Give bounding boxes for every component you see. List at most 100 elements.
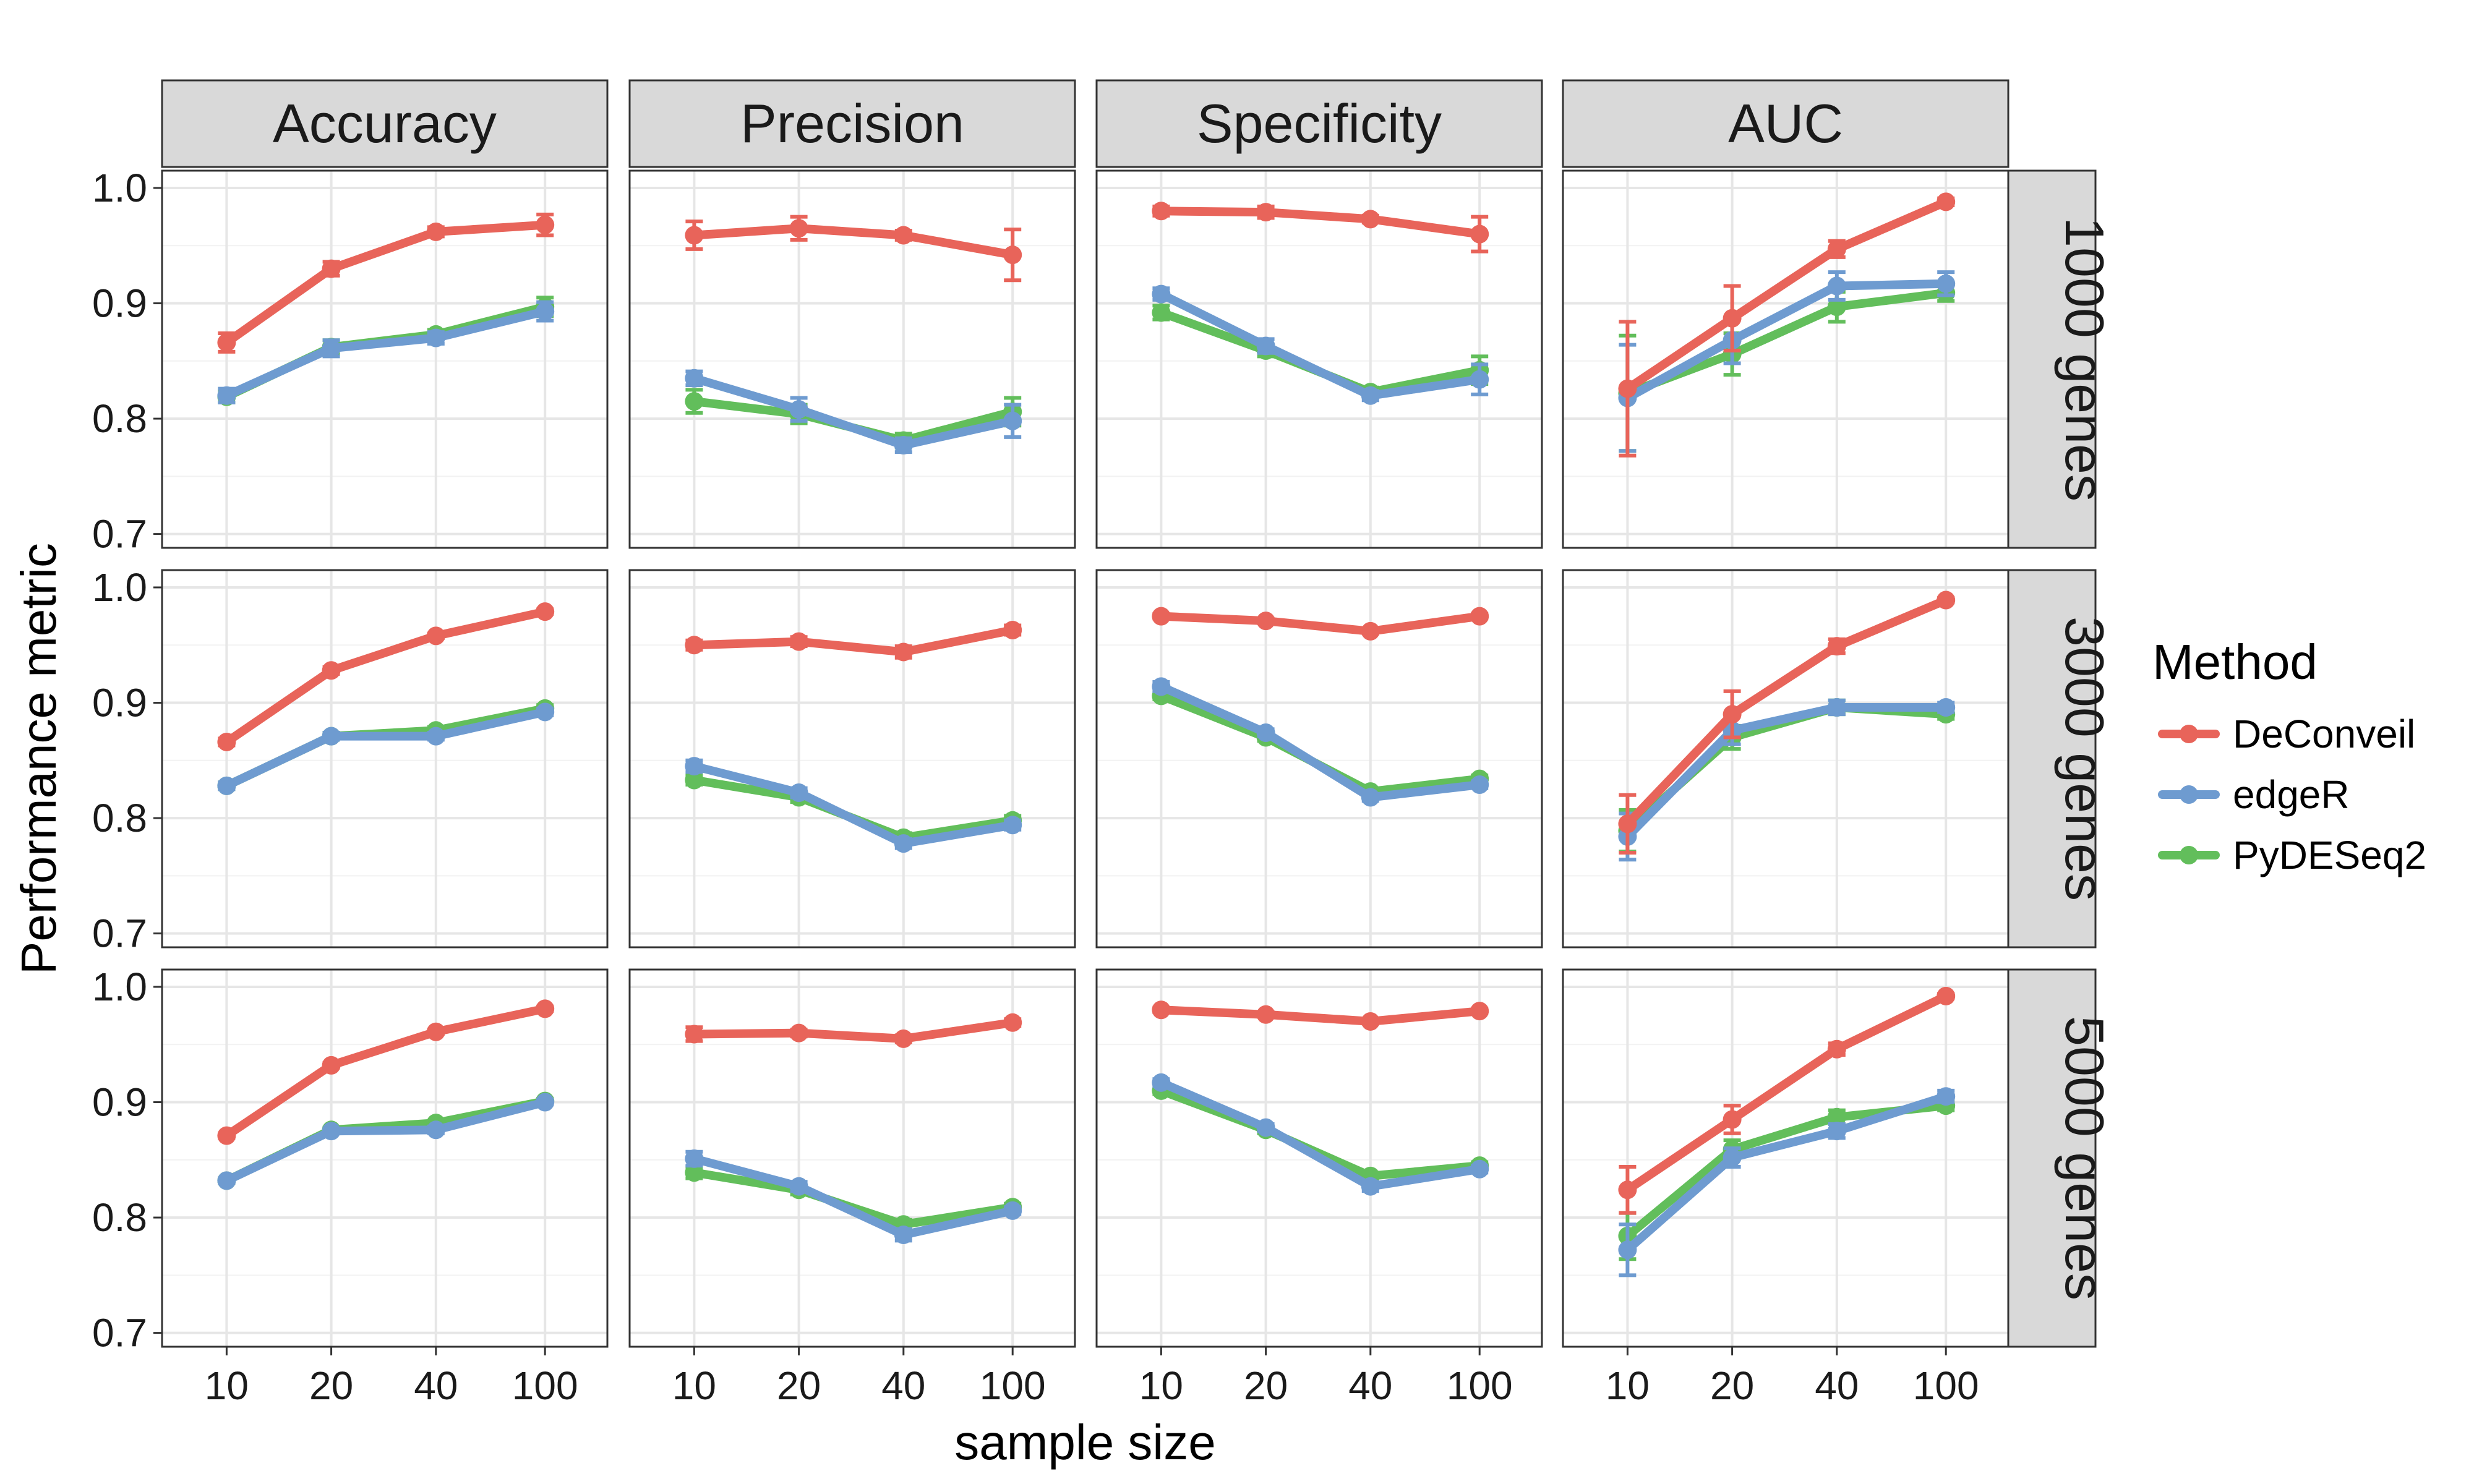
data-point [1827,697,1846,717]
series-deconveil [1152,607,1489,641]
strip-background [1562,79,2010,168]
data-point [322,1122,341,1141]
y-tick-label: 0.8 [92,796,147,840]
data-point [1361,1177,1380,1196]
panel-background [1563,970,2008,1347]
data-point [1470,607,1489,626]
panel-1000-genes-auc [1562,169,2010,549]
data-point [1618,1240,1637,1260]
series-line [690,373,1017,450]
series-edger [1618,1087,1956,1277]
x-tick-label: 10 [205,1363,249,1408]
data-point [894,834,913,853]
x-tick-label: 20 [309,1363,353,1408]
x-tick-label: 100 [1447,1363,1513,1408]
panel-5000-genes-precision [628,968,1076,1348]
x-tick-label: 100 [980,1363,1046,1408]
series-edger [217,1093,555,1190]
data-point [1361,788,1380,807]
series-line [690,762,1017,848]
legend-swatch-point [2180,785,2198,804]
panel-border [1562,169,2010,549]
panel-5000-genes-accuracy [161,968,609,1348]
strip-specificity: Specificity [1095,79,1543,168]
data-point [426,328,445,348]
series-line [690,626,1017,657]
data-point [1470,775,1489,794]
panel-border [161,968,609,1348]
data-point [789,219,808,238]
data-point [1827,297,1846,317]
data-point [1470,370,1489,389]
series-edger [685,369,1022,454]
data-point [685,1025,704,1044]
series-deconveil [217,602,555,751]
data-point [685,226,704,245]
strip-background [1998,569,2097,949]
panel-5000-genes-specificity [1095,968,1543,1348]
data-point [1827,239,1846,258]
data-point [1470,1159,1489,1179]
data-point [1723,309,1742,328]
panel-1000-genes-specificity [1095,169,1543,549]
legend-label: PyDESeq2 [2233,833,2426,877]
data-point [1003,816,1022,835]
series-line [222,307,550,400]
panel-border [1095,968,1543,1348]
legend-label: edgeR [2233,772,2350,817]
panel-3000-genes-specificity [1095,569,1543,949]
panel-3000-genes-accuracy [161,569,609,949]
series-line [222,220,550,347]
y-tick-label: 0.7 [92,911,147,956]
data-point [426,626,445,646]
strip-1000-genes: 1000 genes [1998,169,2115,549]
data-point [685,757,704,776]
data-point [536,602,555,621]
data-point [1361,386,1380,405]
data-point [685,770,704,790]
strip-label: 5000 genes [2054,1016,2115,1300]
y-tick-label: 1.0 [92,965,147,1009]
data-point [789,400,808,419]
data-point [1827,1122,1846,1141]
panel-5000-genes-auc [1562,968,2010,1348]
series-deconveil [685,1013,1022,1048]
series-line [222,607,550,746]
series-deconveil [217,999,555,1145]
data-point [322,339,341,358]
strip-label: AUC [1728,93,1843,154]
data-point [685,1149,704,1168]
data-point [1256,203,1275,222]
legend-entry-deconveil: DeConveil [2158,712,2415,756]
data-point [1470,224,1489,244]
series-edger [1152,1073,1489,1196]
x-tick-label: 10 [1139,1363,1183,1408]
data-point [1256,1118,1275,1137]
data-point [894,226,913,245]
strip-background [1998,968,2097,1348]
panel-background [1563,171,2008,548]
data-point [894,1029,913,1048]
series-deconveil [1152,1000,1489,1031]
series-deconveil [1618,192,1956,458]
x-tick-label: 40 [1348,1363,1392,1408]
x-tick-label: 40 [414,1363,458,1408]
y-tick-label: 0.7 [92,512,147,556]
data-point [1470,1002,1489,1021]
y-tick-label: 1.0 [92,565,147,610]
data-point [894,435,913,454]
data-point [1361,1012,1380,1031]
data-point [322,1055,341,1075]
y-tick-label: 0.8 [92,1195,147,1240]
data-point [1723,1148,1742,1167]
data-point [1937,986,1956,1005]
y-axis-row-2: 0.7 0.8 0.9 1.0 [92,565,162,956]
series-line [1623,197,1951,393]
data-point [536,1093,555,1112]
data-point [1152,677,1171,696]
strip-accuracy: Accuracy [161,79,609,168]
data-point [685,636,704,655]
y-axis-title: Performance metric [11,543,66,974]
panel-1000-genes-accuracy [161,169,609,549]
strip-background [161,79,609,168]
